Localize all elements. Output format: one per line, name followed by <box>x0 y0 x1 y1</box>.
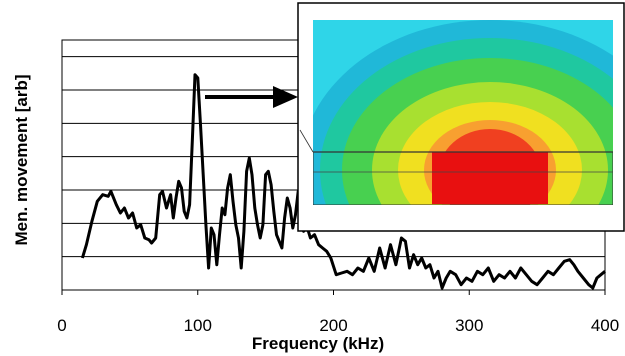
x-tick-label-400: 400 <box>591 316 619 335</box>
x-tick-label-300: 300 <box>455 316 483 335</box>
annotation-arrow <box>205 86 298 108</box>
x-tick-labels: 0 100 200 300 400 <box>57 316 619 335</box>
x-tick-label-200: 200 <box>319 316 347 335</box>
x-axis-title: Frequency (kHz) <box>252 334 384 353</box>
y-axis-title: Men. movement [arb] <box>12 75 31 246</box>
x-tick-label-100: 100 <box>184 316 212 335</box>
series-line <box>80 73 606 290</box>
inset-simulation-image <box>297 2 625 232</box>
x-tick-label-0: 0 <box>57 316 66 335</box>
x-tick-marks <box>61 290 606 295</box>
